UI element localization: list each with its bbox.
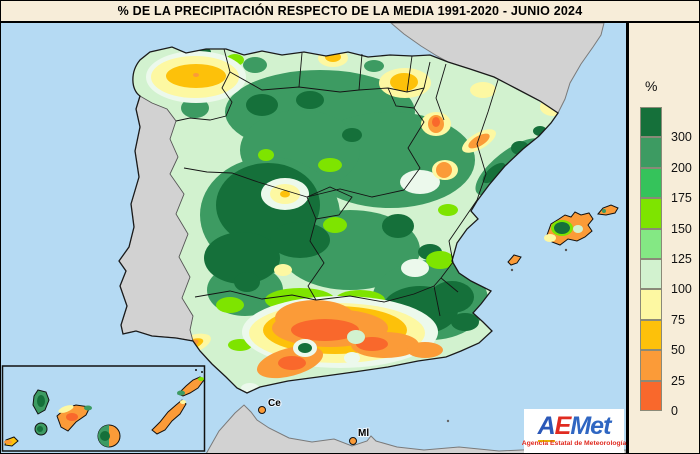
legend-row: 100 <box>640 258 692 296</box>
legend-row: 25 <box>640 350 685 388</box>
logo-letter-a: A <box>537 412 556 442</box>
region-borders <box>175 48 499 317</box>
legend-row: 0 <box>640 380 678 418</box>
coastline <box>118 46 559 394</box>
legend-label: 200 <box>671 160 692 175</box>
legend-swatch <box>640 258 662 290</box>
ceuta-label: Ce <box>268 398 281 409</box>
legend-row: 125 <box>640 228 692 266</box>
canary-inset <box>1 365 206 452</box>
aemet-tagline: Agencia Estatal de Meteorología <box>521 440 627 447</box>
legend-swatch <box>640 319 662 351</box>
legend-swatch <box>640 137 662 168</box>
legend-swatch <box>640 107 662 138</box>
legend-label: 75 <box>671 312 685 327</box>
melilla-marker <box>349 437 357 445</box>
legend-row: 300 <box>640 107 692 144</box>
legend-row: 175 <box>640 167 692 205</box>
legend-label: 25 <box>671 373 685 388</box>
legend-swatch <box>640 167 662 199</box>
precipitation-fields <box>119 48 558 393</box>
legend-label: 150 <box>671 221 692 236</box>
legend-items: 300 200 175 150 125 100 75 50 25 0 <box>640 107 692 418</box>
city-markers: Ce Ml <box>258 397 370 445</box>
legend-label: 300 <box>671 130 692 145</box>
legend-row: 150 <box>640 198 692 236</box>
logo-letters-met: Met <box>570 412 611 440</box>
legend-panel: % 300 200 175 150 125 100 75 50 25 0 <box>626 23 700 454</box>
balearic-islands <box>507 204 619 272</box>
precipitation-map: Ce Ml <box>0 23 626 454</box>
map-area: Ce Ml AEMet Agencia Estatal de Meteorolo… <box>0 23 626 454</box>
aemet-logo: AEMet Agencia Estatal de Meteorología <box>521 409 627 453</box>
legend-unit-label: % <box>645 78 658 94</box>
logo-letter-e: E <box>554 412 572 440</box>
legend-swatch <box>640 350 662 381</box>
legend-label: 175 <box>671 191 692 206</box>
legend-label: 125 <box>671 251 692 266</box>
alboran-islet <box>446 419 450 423</box>
legend-swatch <box>640 198 662 229</box>
legend-label: 50 <box>671 343 685 358</box>
legend-swatch <box>640 289 662 320</box>
page-title: % DE LA PRECIPITACIÓN RESPECTO DE LA MED… <box>117 3 583 18</box>
aemet-logo-text: AEMet <box>537 412 611 442</box>
ceuta-marker <box>258 406 266 414</box>
legend-row: 75 <box>640 289 685 327</box>
legend-row: 200 <box>640 137 692 175</box>
legend-row: 50 <box>640 319 685 357</box>
title-bar: % DE LA PRECIPITACIÓN RESPECTO DE LA MED… <box>0 0 700 23</box>
legend-swatch <box>640 228 662 259</box>
legend-label: 100 <box>671 282 692 297</box>
melilla-label: Ml <box>358 428 369 439</box>
legend-swatch <box>640 380 662 411</box>
legend-label: 0 <box>671 403 678 418</box>
